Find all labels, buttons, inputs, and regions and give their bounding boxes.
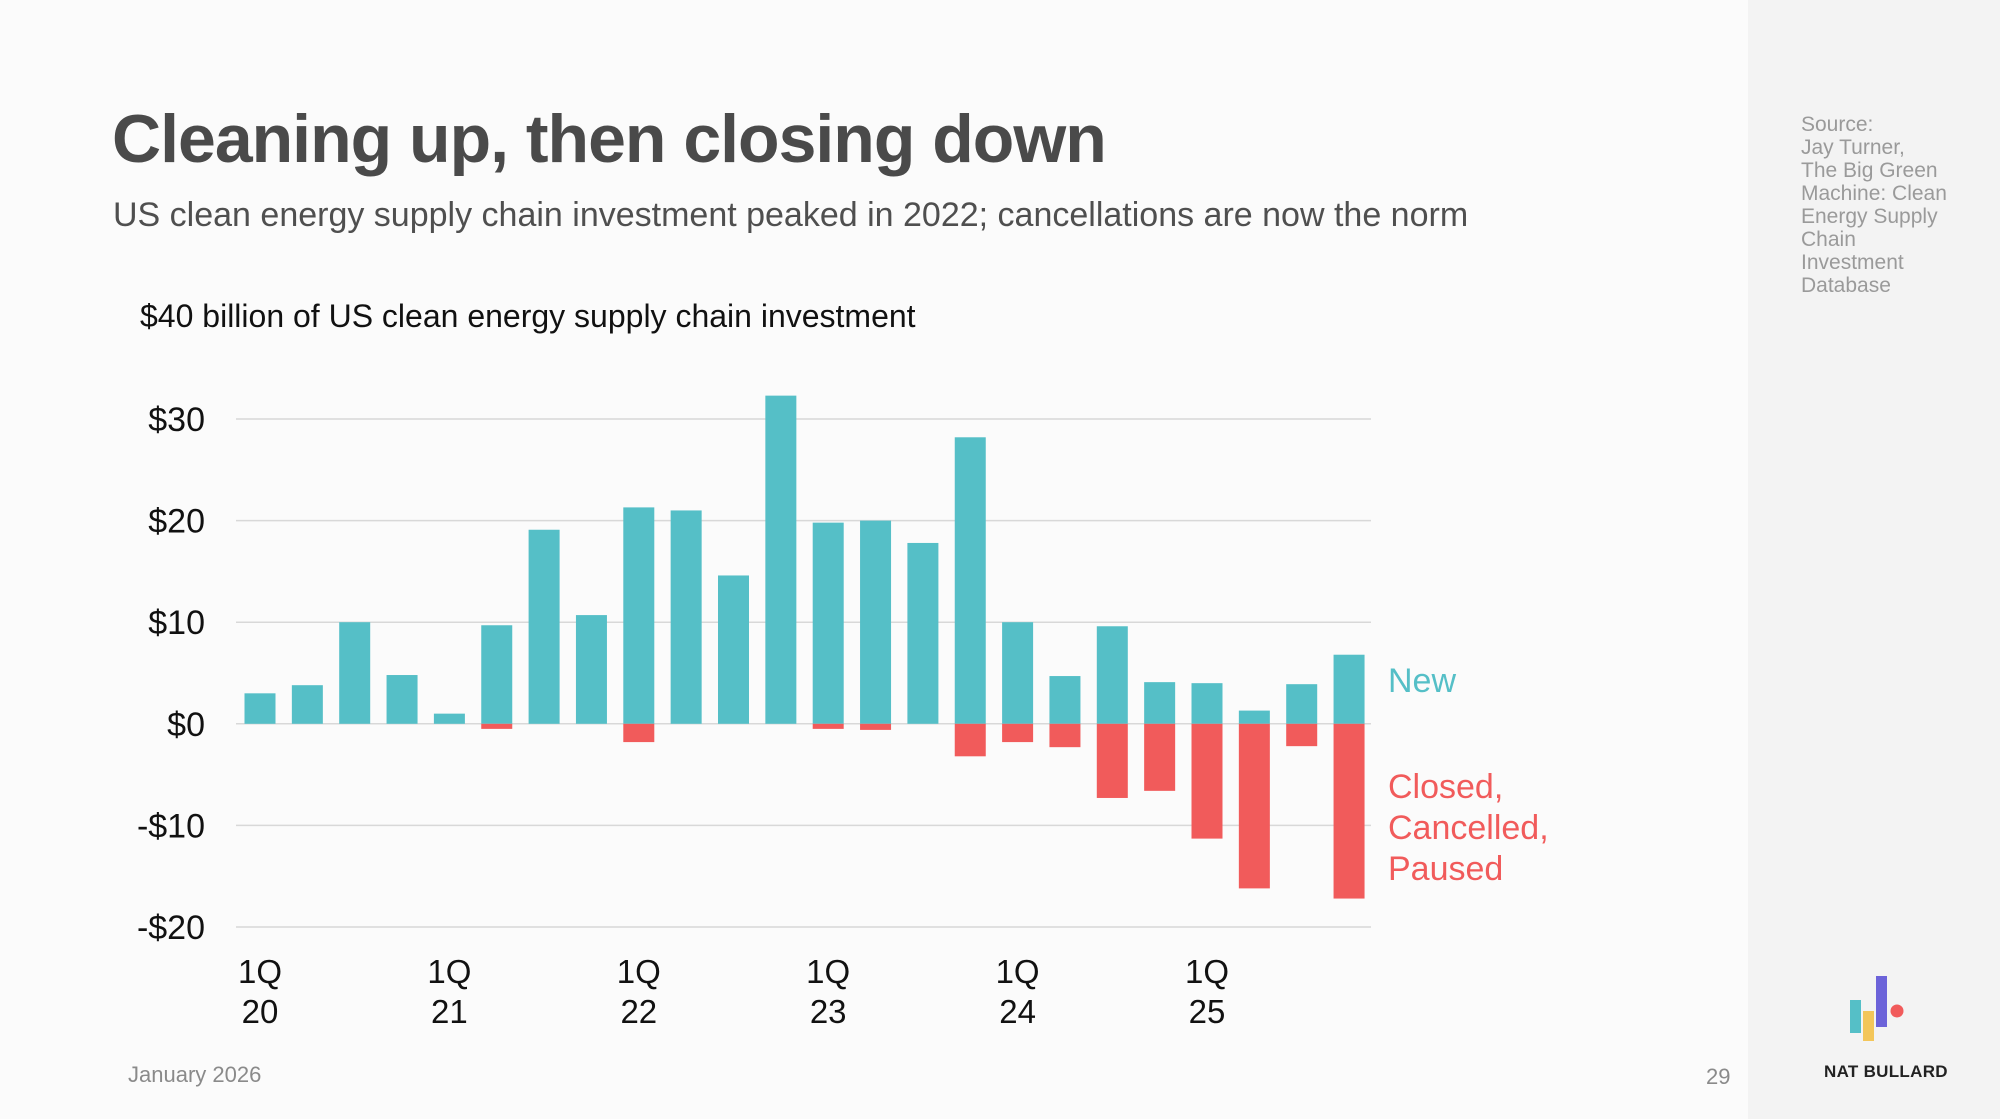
bar-new [1049,676,1081,724]
footer-date: January 2026 [128,1062,262,1087]
brand-name: NAT BULLARD [1824,1062,1948,1081]
bar-closed [623,723,655,743]
bar-closed [812,723,844,729]
x-tick-label: 1Q [238,953,282,990]
bar-closed [1286,723,1318,747]
x-tick-label: 21 [431,993,468,1030]
logo-bar-teal [1850,1000,1861,1033]
bar-new [1191,683,1223,724]
page-number: 29 [1706,1064,1731,1089]
bar-closed [481,723,513,729]
sidebar-panel [1748,0,2000,1119]
bar-new [670,510,702,724]
logo-bar-purple [1876,976,1887,1027]
y-tick-label: $0 [167,706,205,744]
bar-closed [1144,723,1176,791]
bar-new [812,522,844,724]
bar-new [1096,626,1128,724]
bar-closed [1333,723,1365,899]
bar-new [623,507,655,724]
x-tick-label: 1Q [1185,953,1229,990]
x-tick-label: 1Q [806,953,850,990]
x-tick-label: 1Q [617,953,661,990]
chart: $40 billion of US clean energy supply ch… [137,298,1549,1030]
series-label-closed: Cancelled, [1388,809,1549,847]
series-label-new: New [1388,662,1456,700]
y-tick-label: $20 [148,503,205,541]
x-tick-label: 25 [1189,993,1226,1030]
page-title: Cleaning up, then closing down [112,101,1107,177]
series-label-closed: Paused [1388,850,1503,888]
bar-closed [1096,723,1128,798]
bar-new [386,675,418,724]
bar-new [907,542,939,724]
bar-new [1333,654,1365,724]
bar-closed [1049,723,1081,748]
bar-new [339,622,371,724]
brand-logo-icon [1850,976,1904,1041]
logo-bar-yellow [1863,1011,1874,1041]
bar-closed [954,723,986,757]
bar-new [244,693,276,724]
bar-new [765,395,797,724]
source-note: Source: Jay Turner, The Big Green Machin… [1801,113,1947,297]
bar-closed [1002,723,1034,743]
x-tick-label: 1Q [427,953,471,990]
x-tick-label: 1Q [996,953,1040,990]
y-tick-label: $10 [148,604,205,642]
y-tick-label: -$10 [137,807,205,845]
bar-new [433,713,465,724]
bar-new [291,685,323,724]
bar-new [528,529,560,724]
bar-new [1286,684,1318,724]
x-tick-label: 24 [999,993,1036,1030]
bar-closed [1191,723,1223,839]
bar-new [1144,682,1176,724]
y-tick-label: $30 [148,401,205,439]
chart-title: $40 billion of US clean energy supply ch… [140,298,916,334]
bar-new [1238,710,1270,724]
series-label-closed: Closed, [1388,768,1503,806]
bar-new [954,437,986,724]
bar-new [575,615,607,724]
x-tick-label: 20 [242,993,279,1030]
bar-new [718,575,749,724]
bar-new [1002,622,1034,724]
bar-new [481,625,513,724]
y-tick-label: -$20 [137,909,205,947]
page-subtitle: US clean energy supply chain investment … [113,196,1469,234]
x-tick-label: 22 [620,993,657,1030]
x-tick-label: 23 [810,993,847,1030]
bar-new [860,520,892,724]
logo-dot-red [1890,1004,1904,1018]
bar-closed [860,723,892,730]
bar-closed [1238,723,1270,889]
